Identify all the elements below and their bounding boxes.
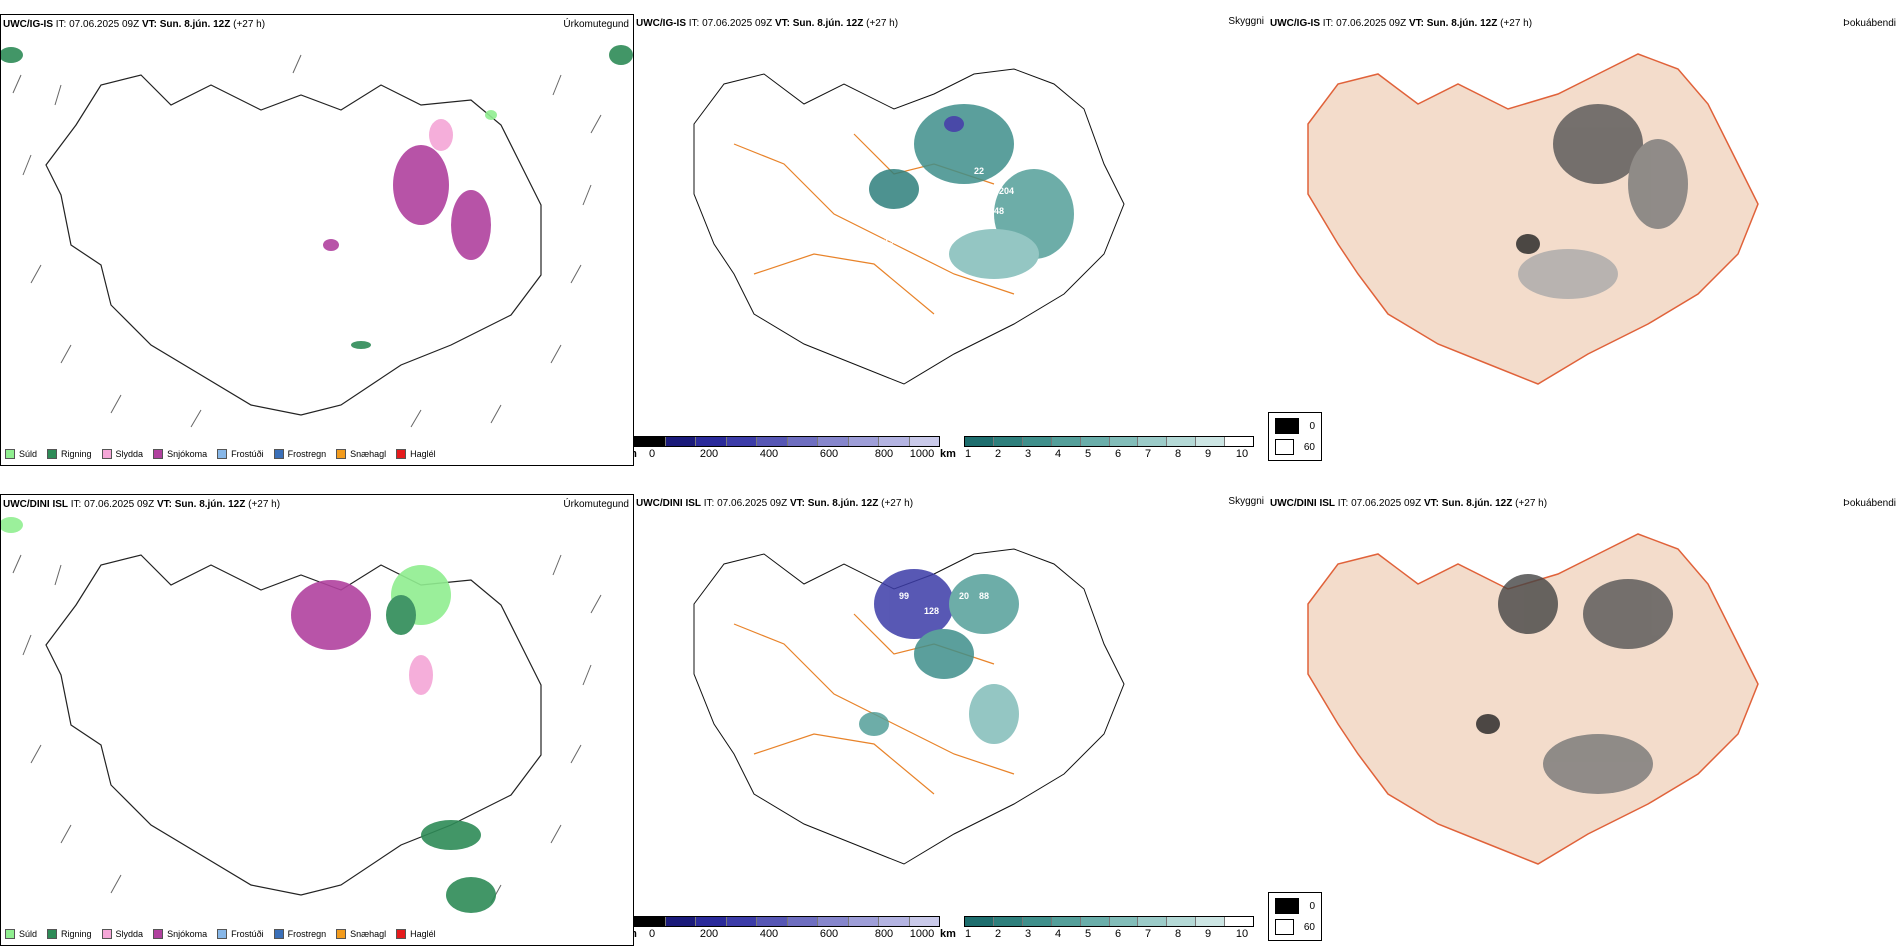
vis-label: 128 (924, 606, 939, 616)
visibility-map: 99 128 20 88 (693, 548, 1125, 865)
panel-header: UWC/IG-IS IT: 07.06.2025 09Z VT: Sun. 8.… (3, 19, 266, 30)
legend-item: Frostregn (273, 449, 326, 459)
precip-legend: Súld Rigning Slydda Snjókoma Frostúði Fr… (5, 445, 436, 463)
legend-item: Frostúði (217, 929, 264, 939)
fog-areas (1476, 574, 1673, 794)
fog-areas (1516, 104, 1688, 299)
visibility-labels: 99 128 20 88 (899, 591, 989, 616)
visibility-colorbar-m: m 0 200 400 600 800 1000 (634, 436, 940, 461)
legend-item: Frostregn (273, 929, 326, 939)
precip-legend: Súld Rigning Slydda Snjókoma Frostúði Fr… (5, 925, 436, 943)
iceland-outline (693, 548, 1125, 865)
precip-areas (1, 45, 633, 349)
precip-areas (1, 517, 496, 913)
wind-barbs (12, 54, 602, 428)
legend-item: Súld (5, 929, 37, 939)
fog-panel-bottom: UWC/DINI ISL IT: 07.06.2025 09Z VT: Sun.… (1268, 494, 1900, 946)
visibility-areas (859, 569, 1019, 744)
legend-item: Haglél (396, 929, 436, 939)
visibility-colorbar-km: km 1 2 3 4 5 6 7 8 9 10 (940, 436, 1254, 461)
iceland-outline (693, 68, 1125, 385)
visibility-map: 191 22 204 148 (693, 68, 1125, 385)
fog-legend: 0 60 (1268, 892, 1322, 941)
panel-title: Úrkomutegund (563, 19, 629, 30)
iceland-land (1307, 53, 1759, 385)
precip-map (1, 45, 633, 428)
iceland-outline (45, 554, 542, 896)
legend-item: Slydda (101, 449, 143, 459)
visibility-colorbar-m: m 0 200 400 600 800 1000 (634, 916, 940, 941)
legend-item: Haglél (396, 449, 436, 459)
panel-header: UWC/IG-IS IT: 07.06.2025 09Z VT: Sun. 8.… (636, 18, 899, 29)
fog-map (1307, 533, 1759, 865)
iceland-outline (45, 74, 542, 416)
legend-item: Snæhagl (336, 449, 386, 459)
fog-legend: 0 60 (1268, 412, 1322, 461)
wind-barbs (12, 554, 602, 904)
fog-map (1307, 53, 1759, 385)
panel-header: UWC/DINI ISL IT: 07.06.2025 09Z VT: Sun.… (3, 499, 281, 510)
panel-title: Skyggni (1228, 496, 1264, 507)
vis-label: 204 (999, 186, 1014, 196)
fog-panel-top: UWC/IG-IS IT: 07.06.2025 09Z VT: Sun. 8.… (1268, 14, 1900, 466)
precip-map (1, 517, 602, 913)
vis-label: 99 (899, 591, 909, 601)
panel-header: UWC/DINI ISL IT: 07.06.2025 09Z VT: Sun.… (1270, 498, 1548, 509)
legend-item: Snjókoma (153, 929, 207, 939)
legend-item: Frostúði (217, 449, 264, 459)
legend-item: Rigning (47, 929, 92, 939)
panel-title: Þokuábendi (1843, 498, 1896, 509)
legend-item: Snjókoma (153, 449, 207, 459)
vis-label: 148 (989, 206, 1004, 216)
panel-header: UWC/IG-IS IT: 07.06.2025 09Z VT: Sun. 8.… (1270, 18, 1533, 29)
visibility-colorbar-km: km 1 2 3 4 5 6 7 8 9 10 (940, 916, 1254, 941)
legend-item: Slydda (101, 929, 143, 939)
visibility-labels: 191 22 204 148 (884, 166, 1014, 246)
legend-item: Snæhagl (336, 929, 386, 939)
visibility-panel-bottom: UWC/DINI ISL IT: 07.06.2025 09Z VT: Sun.… (634, 494, 1268, 946)
legend-item: Súld (5, 449, 37, 459)
precip-type-panel-top: UWC/IG-IS IT: 07.06.2025 09Z VT: Sun. 8.… (0, 14, 634, 466)
visibility-areas (869, 104, 1074, 279)
panel-title: Skyggni (1228, 16, 1264, 27)
vis-label: 20 (959, 591, 969, 601)
precip-type-panel-bottom: UWC/DINI ISL IT: 07.06.2025 09Z VT: Sun.… (0, 494, 634, 946)
legend-item: Rigning (47, 449, 92, 459)
panel-title: Úrkomutegund (563, 499, 629, 510)
panel-title: Þokuábendi (1843, 18, 1896, 29)
vis-label: 191 (884, 236, 899, 246)
vis-label: 22 (974, 166, 984, 176)
panel-header: UWC/DINI ISL IT: 07.06.2025 09Z VT: Sun.… (636, 498, 914, 509)
vis-label: 88 (979, 591, 989, 601)
visibility-panel-top: UWC/IG-IS IT: 07.06.2025 09Z VT: Sun. 8.… (634, 14, 1268, 466)
